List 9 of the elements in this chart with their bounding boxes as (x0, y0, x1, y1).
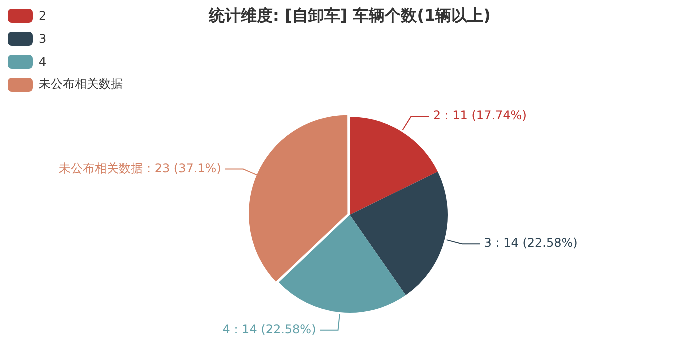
data-label: 3 : 14 (22.58%) (484, 236, 578, 250)
data-label: 4 : 14 (22.58%) (222, 322, 316, 337)
chart-title: 统计维度: [自卸车] 车辆个数(1辆以上) (209, 6, 491, 25)
data-label: 未公布相关数据 : 23 (37.1%) (59, 161, 222, 176)
legend-label: 2 (39, 8, 47, 22)
data-label: 2 : 11 (17.74%) (433, 108, 527, 123)
legend-label: 4 (39, 54, 47, 68)
legend-label: 3 (39, 32, 47, 46)
legend-label: 未公布相关数据 (39, 76, 123, 93)
